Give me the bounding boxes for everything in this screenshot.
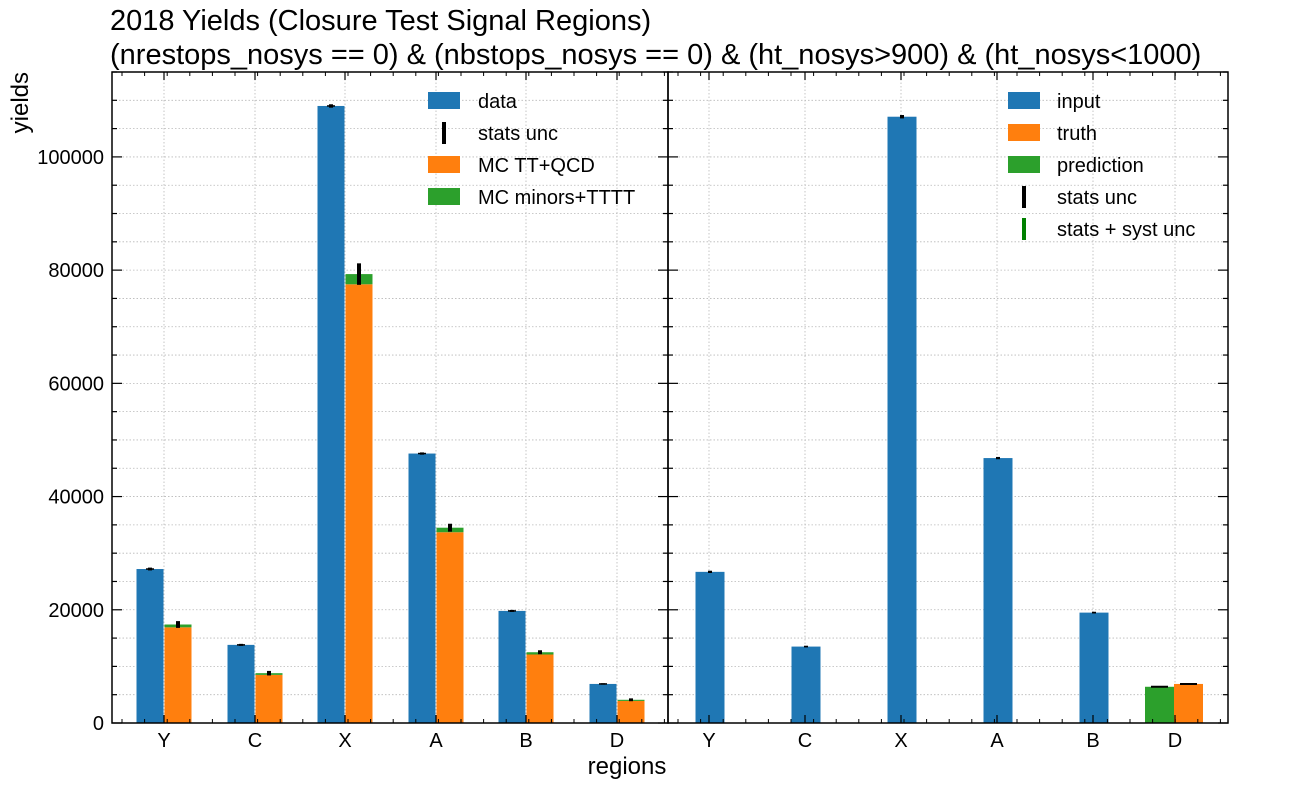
input-bar-c xyxy=(791,646,821,723)
left-x-tick-label: Y xyxy=(157,730,170,752)
legend-label-truth: truth xyxy=(1057,123,1097,145)
data-bar-b xyxy=(498,610,526,723)
truth-bar-d xyxy=(1174,683,1203,723)
mc-ttqcd-bar-a xyxy=(436,532,464,723)
legend-swatch-mc-ttqcd xyxy=(428,156,460,173)
x-axis-label: regions xyxy=(588,753,667,780)
legend-swatch-stats-unc-right xyxy=(1022,186,1026,208)
chart-title-line2: (nrestops_nosys == 0) & (nbstops_nosys =… xyxy=(110,39,1201,71)
legend-label-stats-syst-unc: stats + syst unc xyxy=(1057,219,1195,241)
left-axis-ticks: 0 20000 40000 60000 80000 100000 Y C X A B D xyxy=(37,71,668,752)
legend-swatch-stats-unc xyxy=(442,122,446,144)
legend-label-stats-unc-right: stats unc xyxy=(1057,187,1137,209)
legend-label-data: data xyxy=(478,91,518,113)
legend-swatch-input xyxy=(1008,92,1040,109)
right-x-tick-label: D xyxy=(1168,730,1182,752)
mc-ttqcd-bar-d xyxy=(617,700,645,723)
left-x-tick-label: X xyxy=(338,730,351,752)
y-tick-label: 0 xyxy=(93,713,104,735)
left-x-tick-label: A xyxy=(429,730,443,752)
data-bar-x xyxy=(317,105,345,724)
legend-label-prediction: prediction xyxy=(1057,155,1144,177)
left-x-tick-label: C xyxy=(248,730,262,752)
legend-label-mc-minors: MC minors+TTTT xyxy=(478,187,635,209)
right-gridlines xyxy=(668,72,1228,723)
prediction-bar-d xyxy=(1145,686,1174,723)
data-bar-c xyxy=(227,644,255,723)
input-bar-y xyxy=(695,571,725,723)
right-plot-frame xyxy=(667,71,1229,724)
mc-ttqcd-bar-x xyxy=(345,284,373,723)
right-legend: input truth prediction stats unc stats +… xyxy=(1008,91,1195,241)
right-x-tick-label: A xyxy=(990,730,1004,752)
right-panel: Y C X A B D input truth prediction stats unc … xyxy=(667,71,1229,752)
legend-swatch-stats-syst-unc xyxy=(1022,218,1026,240)
left-error-bars xyxy=(146,104,633,702)
right-x-tick-label: C xyxy=(798,730,812,752)
legend-label-mc-ttqcd: MC TT+QCD xyxy=(478,155,595,177)
input-bar-x xyxy=(887,116,917,723)
left-panel: 0 20000 40000 60000 80000 100000 Y C X A B D yields… xyxy=(7,71,669,780)
right-bars xyxy=(695,116,1203,723)
y-tick-label: 100000 xyxy=(37,147,104,169)
right-x-tick-label: Y xyxy=(702,730,715,752)
mc-ttqcd-bar-y xyxy=(164,627,192,723)
legend-swatch-data xyxy=(428,92,460,109)
legend-swatch-truth xyxy=(1008,124,1040,141)
left-x-tick-label: B xyxy=(519,730,532,752)
legend-label-input: input xyxy=(1057,91,1101,113)
left-gridlines xyxy=(112,72,668,723)
y-axis-label: yields xyxy=(7,72,34,133)
right-x-tick-label: B xyxy=(1086,730,1099,752)
input-bar-b xyxy=(1079,612,1109,723)
mc-ttqcd-bar-c xyxy=(255,674,283,723)
right-error-bars xyxy=(708,115,1197,688)
chart-title-line1: 2018 Yields (Closure Test Signal Regions… xyxy=(110,5,651,37)
legend-swatch-prediction xyxy=(1008,156,1040,173)
data-bar-d xyxy=(589,683,617,723)
legend-label-stats-unc: stats unc xyxy=(478,123,558,145)
y-tick-label: 80000 xyxy=(48,260,104,282)
input-bar-a xyxy=(983,458,1013,723)
left-legend: data stats unc MC TT+QCD MC minors+TTTT xyxy=(428,91,635,209)
data-bar-y xyxy=(136,569,164,723)
mc-ttqcd-bar-b xyxy=(526,654,554,723)
right-x-tick-label: X xyxy=(894,730,907,752)
legend-swatch-mc-minors xyxy=(428,188,460,205)
y-tick-label: 40000 xyxy=(48,487,104,509)
y-tick-label: 60000 xyxy=(48,373,104,395)
data-bar-a xyxy=(408,453,436,723)
left-x-tick-label: D xyxy=(610,730,624,752)
y-tick-label: 20000 xyxy=(48,600,104,622)
left-bars xyxy=(136,105,645,724)
